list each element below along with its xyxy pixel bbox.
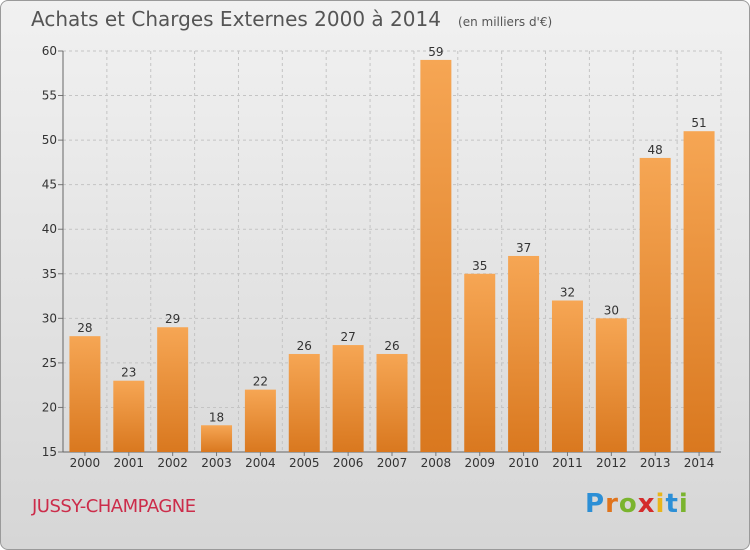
data-label: 27 bbox=[340, 330, 355, 344]
y-tick-label: 50 bbox=[42, 133, 57, 147]
bar-2014 bbox=[683, 131, 715, 452]
bar-2010 bbox=[508, 255, 540, 452]
bar-2001 bbox=[113, 380, 145, 452]
y-tick-label: 60 bbox=[42, 44, 57, 58]
y-tick-label: 40 bbox=[42, 222, 57, 236]
y-tick-label: 25 bbox=[42, 356, 57, 370]
x-tick-label: 2002 bbox=[157, 456, 188, 470]
data-label: 28 bbox=[77, 321, 92, 335]
proxiti-logo[interactable]: Proxiti bbox=[585, 489, 689, 519]
data-label: 29 bbox=[165, 312, 180, 326]
x-tick-label: 2005 bbox=[289, 456, 320, 470]
y-tick-label: 20 bbox=[42, 400, 57, 414]
y-tick-label: 35 bbox=[42, 267, 57, 281]
chart-title-unit: (en milliers d'€) bbox=[458, 15, 553, 29]
data-label: 35 bbox=[472, 259, 487, 273]
x-tick-label: 2007 bbox=[377, 456, 408, 470]
data-label: 51 bbox=[691, 116, 706, 130]
x-tick-label: 2003 bbox=[201, 456, 232, 470]
x-tick-label: 2013 bbox=[640, 456, 671, 470]
bar-2004 bbox=[244, 389, 276, 452]
x-tick-label: 2001 bbox=[114, 456, 145, 470]
y-tick-label: 15 bbox=[42, 445, 57, 459]
data-label: 30 bbox=[604, 303, 619, 317]
data-label: 23 bbox=[121, 366, 136, 380]
chart-title-main: Achats et Charges Externes 2000 à 2014 bbox=[31, 7, 441, 31]
x-tick-label: 2012 bbox=[596, 456, 627, 470]
x-tick-label: 2008 bbox=[421, 456, 452, 470]
bar-2000 bbox=[69, 336, 101, 452]
x-tick-label: 2000 bbox=[70, 456, 101, 470]
x-tick-label: 2009 bbox=[464, 456, 495, 470]
y-tick-label: 55 bbox=[42, 89, 57, 103]
x-tick-label: 2006 bbox=[333, 456, 364, 470]
x-tick-label: 2004 bbox=[245, 456, 276, 470]
x-tick-label: 2014 bbox=[684, 456, 715, 470]
data-label: 26 bbox=[384, 339, 399, 353]
bar-2013 bbox=[639, 157, 671, 452]
data-label: 26 bbox=[297, 339, 312, 353]
bar-2008 bbox=[420, 59, 452, 453]
data-label: 59 bbox=[428, 45, 443, 59]
data-label: 22 bbox=[253, 375, 268, 389]
data-label: 32 bbox=[560, 286, 575, 300]
data-label: 48 bbox=[648, 143, 663, 157]
x-tick-label: 2010 bbox=[508, 456, 539, 470]
y-tick-label: 45 bbox=[42, 178, 57, 192]
bar-2005 bbox=[288, 353, 320, 452]
bar-2003 bbox=[201, 425, 233, 452]
bar-2006 bbox=[332, 345, 364, 452]
bar-2007 bbox=[376, 353, 408, 452]
chart-title: Achats et Charges Externes 2000 à 2014 (… bbox=[31, 7, 552, 31]
data-label: 18 bbox=[209, 410, 224, 424]
location-label: JUSSY-CHAMPAGNE bbox=[32, 496, 196, 517]
bar-2011 bbox=[551, 300, 583, 452]
data-label: 37 bbox=[516, 241, 531, 255]
bar-2012 bbox=[595, 318, 627, 452]
bar-2009 bbox=[464, 273, 496, 452]
x-tick-label: 2011 bbox=[552, 456, 583, 470]
y-tick-label: 30 bbox=[42, 311, 57, 325]
bar-2002 bbox=[157, 327, 189, 452]
